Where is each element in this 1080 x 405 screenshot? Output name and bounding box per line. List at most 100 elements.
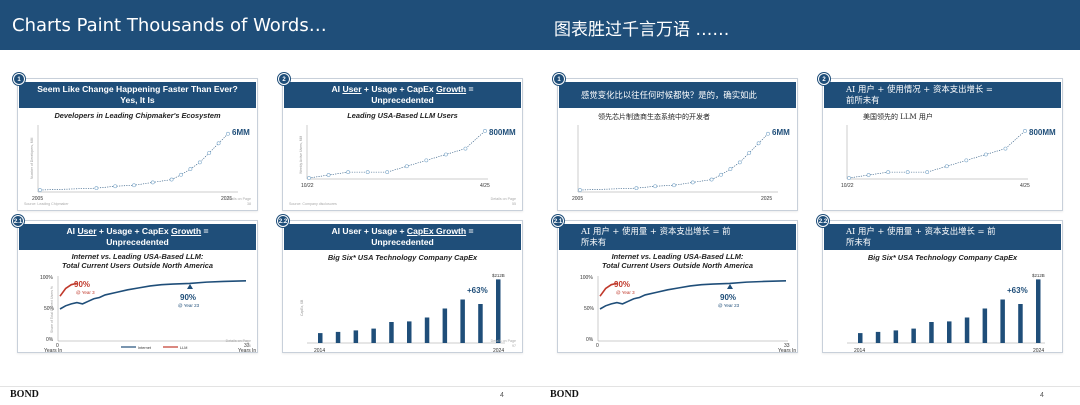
x-tick-start: 10/22 — [841, 183, 854, 189]
data-point — [1023, 129, 1027, 133]
card-subtitle-line1: Internet vs. Leading USA-Based LLM: — [71, 252, 204, 261]
bar — [1036, 279, 1041, 343]
card-header: 感觉变化比以往任何时候都快？是的，确实如此 — [559, 82, 796, 108]
data-point — [983, 152, 988, 157]
bar — [875, 331, 881, 343]
card-header-line2: Unprecedented — [371, 95, 434, 105]
y-tick-50: 50% — [44, 306, 55, 312]
data-point — [944, 164, 949, 169]
data-point — [197, 160, 202, 165]
top-bar-label: $212B — [1032, 273, 1045, 278]
card-llm-users: AI User + Usage + CapEx Growth = Unprece… — [282, 78, 523, 211]
card-internet-vs-llm-cn: AI 用户 + 使用量 + 资本支出增长 = 前 所未有 Internet vs… — [557, 220, 798, 354]
data-point — [728, 167, 733, 171]
card-header-line2: 前所未有 — [846, 95, 880, 105]
card-header-line2: 所未有 — [581, 237, 607, 247]
chart-capex-cn: +63% $212B 2014 2024 — [847, 273, 1045, 354]
data-point — [905, 170, 910, 175]
card-header: Seem Like Change Happening Faster Than E… — [19, 82, 256, 108]
badge-2-2: 2.2 — [277, 215, 289, 227]
card-header: AI User + Usage + CapEx Growth = Unprece… — [284, 224, 521, 250]
internet-label: 90% — [180, 293, 196, 302]
data-point — [226, 131, 230, 136]
badge-2: 2 — [278, 73, 290, 85]
card-header: AI User + Usage + CapEx Growth = Unprece… — [19, 224, 256, 250]
bar — [335, 331, 341, 343]
card-subtitle: Leading USA-Based LLM Users — [347, 111, 458, 120]
data-point — [188, 167, 193, 171]
card-header-line1: AI 用户 + 使用情况 + 资本支出增长 = — [846, 84, 993, 94]
card-details: Details on Page 55 — [490, 197, 516, 206]
chart-internet-vs-llm: 100% 50% 0% 90% @ Year 3 90% @ Year 23 0… — [40, 275, 256, 354]
data-point — [216, 141, 221, 146]
data-point — [964, 158, 969, 163]
x-tick-start: 2014 — [314, 348, 325, 354]
card-header-line1: AI 用户 + 使用量 + 资本支出增长 = 前 — [846, 226, 996, 236]
x-tick-start: 0 — [596, 343, 599, 349]
card-source: Source: Leading Chipmaker — [24, 202, 69, 206]
bar — [318, 333, 323, 343]
bar — [478, 304, 483, 343]
bar — [407, 321, 412, 343]
data-point — [463, 146, 468, 151]
data-point — [756, 141, 761, 146]
data-point — [150, 180, 155, 185]
card-header: AI User + Usage + CapEx Growth = Unprece… — [284, 82, 521, 108]
data-point — [113, 184, 118, 189]
bar — [424, 317, 430, 343]
card-header-line2: Unprecedented — [106, 237, 169, 247]
internet-label-sub: @ Year 23 — [718, 303, 740, 308]
data-point — [690, 180, 695, 185]
bar — [964, 317, 970, 343]
card-subtitle-line2: Total Current Users Outside North Americ… — [602, 261, 753, 270]
card-header-line1: AI User + Usage + CapEx Growth = — [66, 226, 209, 236]
card-details: Details on Page 38 — [225, 197, 251, 206]
chart-capex: +63% $212B 2014 2024 CapEx, $B — [300, 273, 505, 354]
data-point — [578, 188, 582, 192]
x-tick-end: 4/25 — [1020, 183, 1030, 189]
legend-llm: LLM — [180, 346, 187, 350]
bar — [893, 330, 899, 343]
bar — [929, 322, 934, 343]
llm-label: 90% — [74, 280, 90, 289]
bar — [371, 328, 376, 343]
card-subtitle: 领先芯片制造商生态系统中的开发者 — [598, 113, 710, 121]
x-tick-start: 0 — [56, 343, 59, 349]
data-point — [709, 177, 714, 182]
bar — [460, 299, 465, 343]
data-point — [886, 170, 891, 175]
badge-2-2: 2.2 — [817, 215, 829, 227]
x-axis-label: Years In — [778, 348, 796, 354]
data-point — [385, 170, 390, 175]
y-axis-label: Weekly Active Users, MM — [299, 135, 303, 174]
data-point — [737, 160, 742, 165]
x-tick-end: 2025 — [761, 196, 772, 202]
series-line — [39, 133, 229, 191]
data-point — [404, 164, 409, 169]
card-source: Source: Company disclosures — [289, 202, 337, 206]
footer-brand: BOND — [10, 389, 39, 400]
card-subtitle: Big Six* USA Technology Company CapEx — [867, 253, 1018, 262]
growth-label: +63% — [1007, 286, 1028, 295]
internet-marker — [727, 284, 733, 289]
x-tick-start: 2014 — [854, 348, 865, 354]
chart-llm-users: 800MM 10/22 4/25 Weekly Active Users, MM — [299, 125, 516, 189]
card-developers: Seem Like Change Happening Faster Than E… — [17, 78, 258, 211]
data-point — [766, 131, 770, 136]
data-point — [847, 176, 851, 180]
card-details: Details on Page 97 — [490, 339, 516, 348]
footer-brand: BOND — [550, 389, 579, 400]
data-point — [132, 183, 136, 188]
data-point — [1003, 146, 1008, 151]
card-header-line2: Yes, It Is — [120, 95, 155, 105]
footer-rule — [0, 386, 540, 387]
badge-2-1: 2.1 — [12, 215, 24, 227]
card-header-line2: 所未有 — [846, 237, 872, 247]
data-point — [346, 170, 351, 175]
y-axis-label: Number of Developers, MM — [30, 137, 34, 179]
data-point — [672, 183, 676, 188]
chart-value-label: 800MM — [1029, 128, 1056, 137]
x-tick-start: 10/22 — [301, 183, 314, 189]
internet-label: 90% — [720, 293, 736, 302]
y-axis-label: CapEx, $B — [300, 299, 304, 316]
